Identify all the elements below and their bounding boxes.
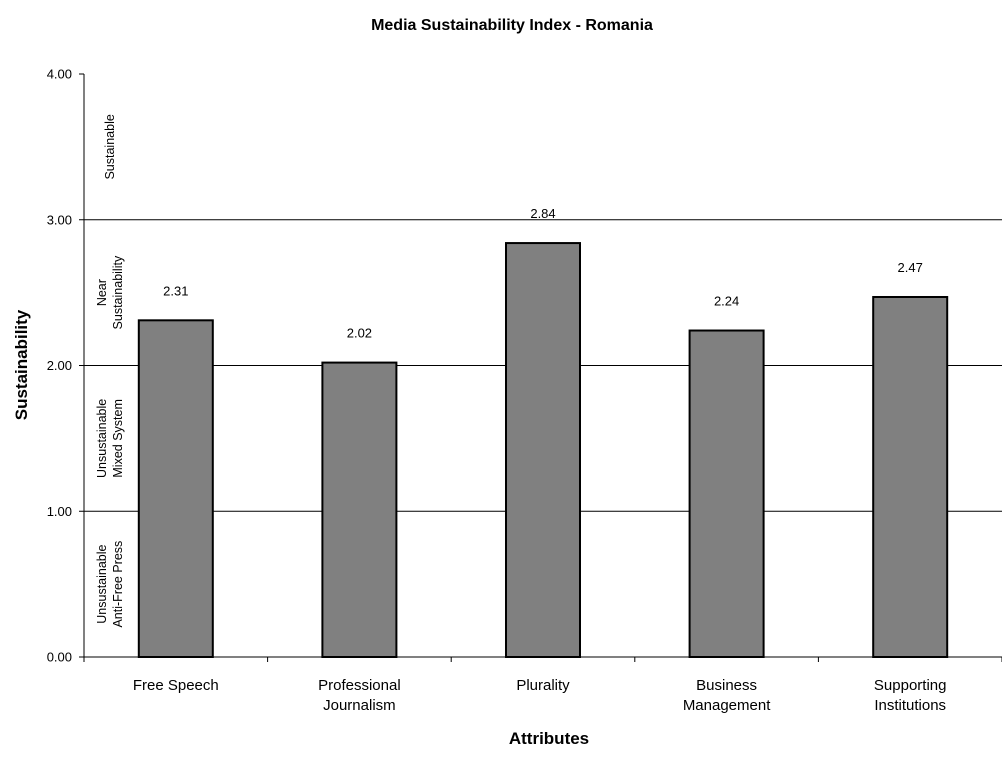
data-labels: 2.31 2.02 2.84 2.24 2.47 [163, 206, 923, 341]
x-tick-label-2: Plurality [516, 677, 570, 694]
x-tick-label-0: Free Speech [133, 677, 219, 694]
bars [137, 242, 949, 658]
data-label-0: 2.31 [163, 283, 188, 298]
axes [79, 73, 1002, 662]
y-axis-title: Sustainability [12, 309, 31, 420]
y-tick-labels: 0.00 1.00 2.00 3.00 4.00 [47, 67, 72, 665]
x-tick-labels: Free Speech Professional Journalism Plurali… [133, 677, 947, 714]
data-label-3: 2.24 [714, 294, 739, 309]
bar-4 [872, 295, 949, 658]
x-tick-label-1: Professional Journalism [318, 677, 401, 714]
y-tick-label-1: 1.00 [47, 504, 72, 519]
zone-labels: Sustainable Near Sustainability Unsustainab… [95, 114, 125, 627]
y-tick-label-0: 0.00 [47, 650, 72, 665]
x-tick-label-4: Supporting Institutions [874, 677, 947, 714]
data-label-4: 2.47 [898, 260, 923, 275]
bar-1 [321, 361, 398, 658]
x-axis-title: Attributes [509, 729, 589, 748]
y-tick-label-4: 4.00 [47, 67, 72, 82]
data-label-1: 2.02 [347, 326, 372, 341]
chart-title: Media Sustainability Index - Romania [371, 17, 653, 34]
bar-3 [688, 329, 765, 658]
data-label-2: 2.84 [530, 206, 555, 221]
zone-label-2: Unsustainable Mixed System [95, 399, 125, 478]
zone-label-1: Near Sustainability [95, 255, 125, 329]
zone-label-3: Unsustainable Anti-Free Press [95, 541, 125, 628]
bar-2 [505, 242, 581, 658]
zone-label-0: Sustainable [103, 114, 117, 179]
y-tick-label-3: 3.00 [47, 212, 72, 227]
bar-0 [137, 319, 214, 658]
y-tick-label-2: 2.00 [47, 358, 72, 373]
x-tick-label-3: Business Management [683, 677, 771, 714]
